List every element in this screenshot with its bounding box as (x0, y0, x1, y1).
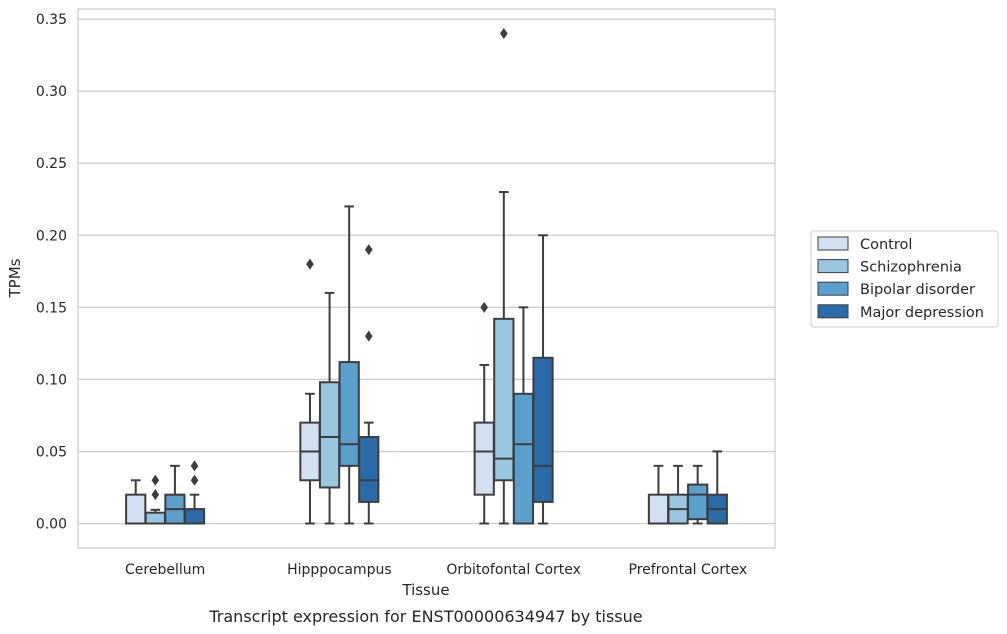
box-3-2 (687, 464, 709, 525)
outlier-point (480, 301, 489, 313)
y-tick-label: 0.25 (36, 156, 67, 172)
x-tick-label: Prefrontal Cortex (629, 562, 748, 578)
legend-swatch (817, 259, 849, 274)
legend: Control Schizophrenia Bipolar disorder Majo… (810, 230, 999, 328)
y-tick-label: 0.00 (36, 517, 67, 533)
y-axis-label: TPMs (6, 258, 24, 298)
iqr-box (493, 317, 515, 482)
iqr-box (647, 493, 670, 525)
box-2-3 (532, 234, 554, 525)
plot-background (78, 9, 775, 548)
iqr-box (473, 421, 495, 496)
outlier-point (151, 474, 160, 486)
box-1-2 (338, 205, 360, 525)
iqr-box (358, 436, 380, 503)
iqr-box (687, 483, 709, 521)
iqr-box (532, 356, 554, 503)
x-tick-label: Hipppocampus (287, 562, 392, 578)
outlier-point (500, 28, 508, 39)
legend-label: Major depression (860, 305, 984, 321)
x-tick-label: Orbitofontal Cortex (446, 562, 581, 578)
box-3-0 (647, 464, 670, 525)
y-tick-label: 0.35 (36, 12, 67, 28)
y-gridlines (78, 18, 775, 525)
outlier-point (190, 474, 199, 486)
outlier-point (306, 258, 314, 270)
iqr-box (512, 392, 535, 525)
iqr-box (125, 493, 147, 525)
legend-label: Bipolar disorder (860, 282, 975, 298)
legend-label: Schizophrenia (860, 260, 962, 276)
y-tick-label: 0.05 (36, 444, 67, 460)
box-0-0 (125, 479, 147, 525)
iqr-box (338, 361, 360, 467)
y-tick-labels: 0.00 0.05 0.10 0.15 0.20 0.25 0.30 0.35 (36, 12, 67, 532)
box-3-1 (667, 464, 689, 525)
x-tick-label: Cerebellum (125, 562, 205, 578)
legend-label: Control (860, 237, 912, 253)
outlier-point (151, 489, 160, 501)
y-tick-label: 0.30 (36, 84, 67, 100)
box-layer (125, 28, 728, 525)
y-tick-label: 0.15 (36, 300, 67, 316)
iqr-box (318, 381, 341, 489)
box-0-2 (164, 464, 186, 525)
box-0-3 (183, 460, 206, 525)
outlier-point (190, 460, 199, 472)
box-1-3 (358, 244, 380, 525)
legend-swatch (817, 304, 849, 319)
plot-frame (77, 8, 776, 549)
x-tick-labels: Cerebellum Hipppocampus Orbitofontal Corte… (125, 562, 747, 578)
outlier-point (364, 244, 373, 256)
outlier-point (364, 330, 373, 342)
iqr-box (183, 508, 206, 525)
y-tick-label: 0.20 (36, 228, 67, 244)
x-axis-label: Tissue (401, 581, 449, 599)
chart-caption: Transcript expression for ENST0000063494… (208, 607, 642, 626)
iqr-box (144, 511, 166, 525)
legend-swatch (817, 281, 849, 296)
box-3-3 (706, 450, 728, 525)
y-tick-label: 0.10 (36, 372, 67, 388)
legend-swatch (817, 236, 849, 251)
legend-frame (810, 230, 999, 328)
